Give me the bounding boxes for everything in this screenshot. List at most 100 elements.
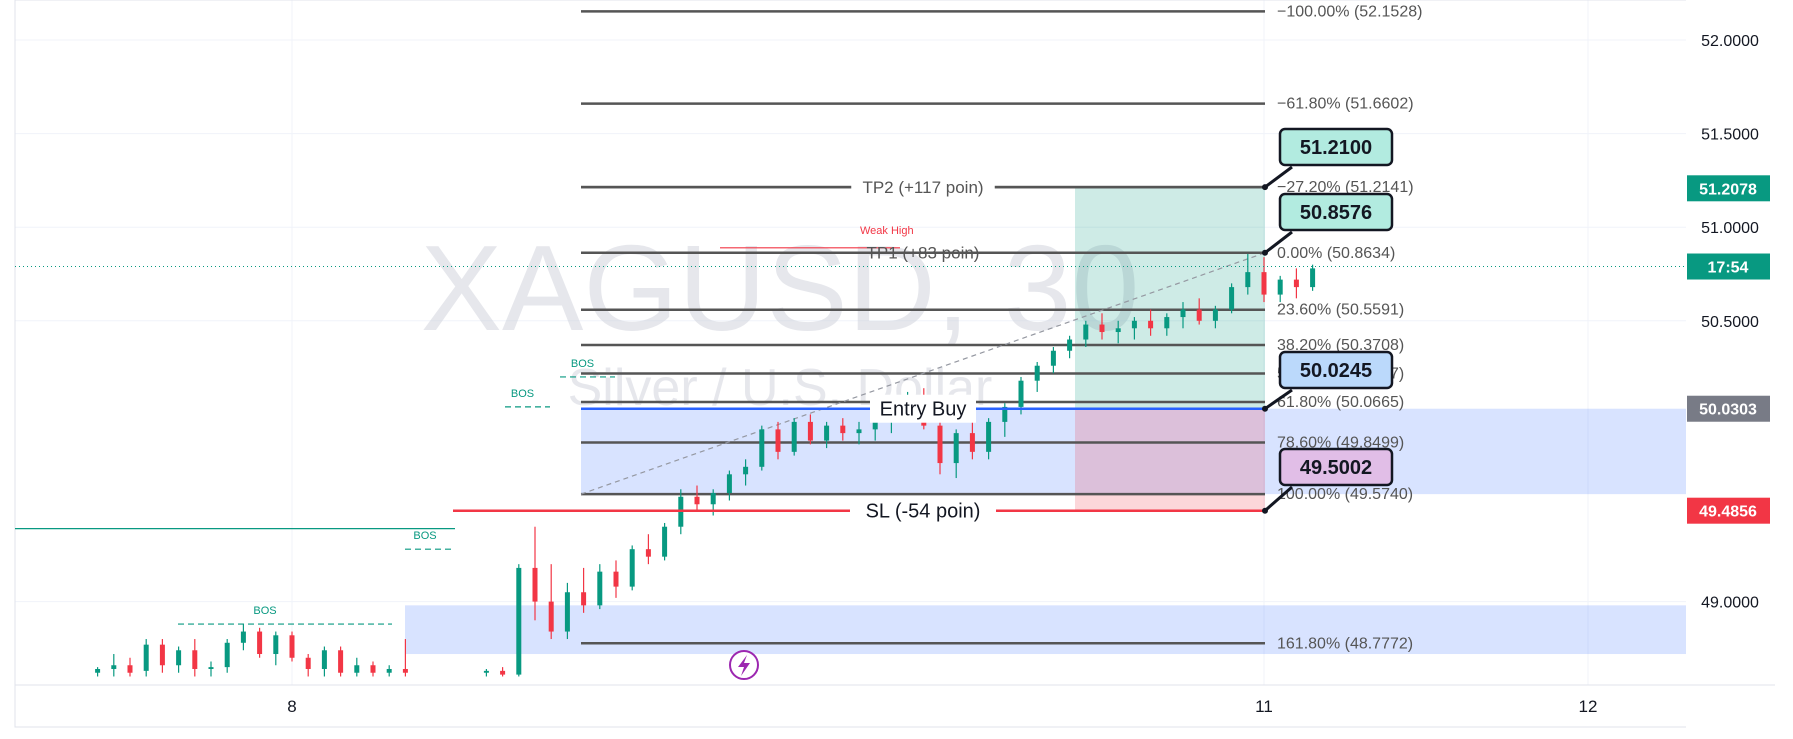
callout-anchor (1262, 507, 1268, 514)
candle-body (953, 433, 959, 464)
stop-zone (1075, 408, 1265, 511)
weak-high-label: Weak High (860, 225, 914, 237)
price-tag-label: 49.4856 (1699, 504, 1757, 521)
candle-body (143, 644, 149, 671)
candle-body (1131, 320, 1137, 329)
candle-body (1099, 324, 1105, 333)
lightning-icon (738, 655, 750, 676)
candle-body (354, 665, 360, 673)
price-callout[interactable] (1278, 350, 1394, 390)
price-callout-label: 50.8576 (1300, 202, 1372, 224)
candle-body (1067, 339, 1073, 351)
candle-body (1277, 279, 1283, 295)
candle-body (548, 601, 554, 632)
candle-body (273, 635, 279, 655)
candle-body (759, 429, 765, 467)
candle-body (111, 665, 117, 669)
candle-body (1293, 279, 1299, 288)
candle-body (1034, 365, 1040, 381)
trade-label: TP1 (+83 poin) (867, 244, 980, 263)
candle-body (1018, 380, 1024, 407)
candle-body (694, 496, 700, 505)
callout-pointer (1264, 230, 1293, 254)
fib-trend-line[interactable] (580, 252, 1266, 495)
trade-label-bg (870, 394, 976, 423)
candle-body (807, 421, 813, 441)
candle-body (338, 650, 344, 673)
fib-level-label: 100.00% (49.5740) (1277, 486, 1413, 503)
trade-lines[interactable]: TP2 (+117 poin) TP1 (+83 poin) Entry Buy SL… (453, 175, 1265, 525)
bos-label: BOS (413, 530, 436, 542)
price-callout[interactable] (1278, 447, 1394, 487)
market-structure: BOS BOS BOS BOS Weak High (15, 225, 914, 625)
candle-body (176, 650, 182, 666)
candle-body (1196, 309, 1202, 321)
candle-body (1180, 309, 1186, 318)
candle-body (1310, 268, 1316, 288)
bos-label: BOS (511, 388, 534, 400)
fib-level-label: 161.80% (48.7772) (1277, 635, 1413, 652)
candle-body (629, 549, 635, 587)
price-tag (1687, 395, 1770, 422)
price-callouts[interactable]: 51.2100 50.8576 50.0245 49.5002 (1262, 127, 1394, 514)
candle-body (743, 466, 749, 475)
demand-zone-upper (581, 408, 1686, 495)
callout-anchor (1262, 249, 1268, 256)
callout-pointer (1264, 388, 1293, 410)
candle-body (662, 526, 668, 557)
callout-pointer (1264, 165, 1293, 189)
candle-body (305, 657, 311, 669)
candle-body (1148, 320, 1154, 329)
candle-body (824, 425, 830, 441)
candle-body (775, 429, 781, 452)
price-tag (1687, 497, 1770, 524)
price-tick-label: 49.0000 (1701, 595, 1759, 612)
price-callout[interactable] (1278, 127, 1394, 167)
price-callout-label: 50.0245 (1300, 360, 1372, 382)
price-tag (1687, 253, 1770, 280)
candle-body (224, 642, 230, 668)
chart-extras[interactable] (729, 650, 759, 680)
candle-body (1050, 350, 1056, 366)
candle-body (95, 668, 101, 673)
candle-body (937, 425, 943, 464)
candle-body (1245, 272, 1251, 288)
candle-body (1212, 309, 1218, 321)
candle-body (645, 549, 651, 557)
candle-body (1261, 272, 1267, 295)
callout-pointer (1264, 485, 1293, 512)
symbol-watermark: XAGUSD, 30 Silver / U.S. Dollar (421, 220, 1140, 417)
candle-body (289, 635, 295, 658)
candle-body (597, 571, 603, 606)
candle-body (986, 421, 992, 452)
trade-label: SL (-54 poin) (866, 501, 981, 523)
fib-level-label: 78.60% (49.8499) (1277, 434, 1404, 451)
callout-anchor (1262, 405, 1268, 412)
price-tick-label: 51.5000 (1701, 127, 1759, 144)
candles (95, 253, 1316, 677)
fib-level-label: 23.60% (50.5591) (1277, 302, 1404, 319)
candle-body (1083, 324, 1089, 340)
candle-body (127, 665, 133, 673)
candle-body (386, 668, 392, 673)
price-tick-label: 52.0000 (1701, 33, 1759, 50)
candle-body (710, 493, 716, 505)
candle-body (402, 668, 408, 673)
price-tag-label: 50.0303 (1699, 402, 1757, 419)
candle-body (1002, 406, 1008, 422)
fib-level-label: 0.00% (50.8634) (1277, 245, 1395, 262)
candle-body (791, 421, 797, 452)
target-zone (1075, 187, 1265, 409)
candle-body (1229, 287, 1235, 310)
price-tick-label: 50.5000 (1701, 314, 1759, 331)
time-tick-label: 8 (287, 697, 296, 716)
price-tick-label: 51.0000 (1701, 220, 1759, 237)
price-callout[interactable] (1278, 192, 1394, 232)
candle-body (516, 567, 522, 675)
candle-body (1164, 317, 1170, 329)
candle-body (969, 433, 975, 452)
trade-label-bg (851, 175, 995, 200)
candle-body (257, 631, 263, 655)
candle-body (1115, 328, 1121, 333)
